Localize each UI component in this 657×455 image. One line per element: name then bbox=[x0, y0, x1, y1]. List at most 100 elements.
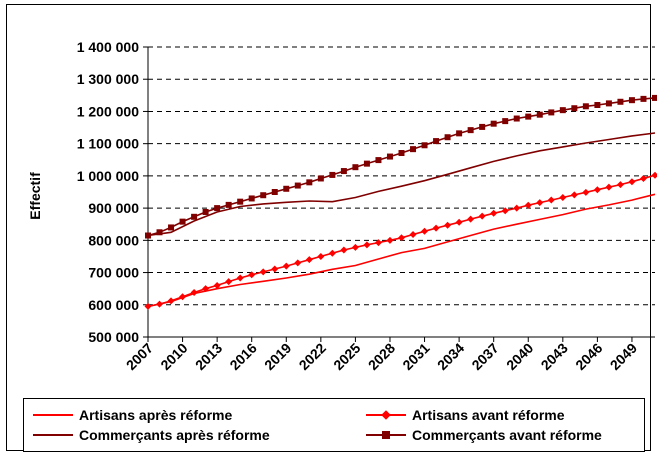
data-point bbox=[191, 213, 198, 220]
legend-label: Artisans après réforme bbox=[79, 407, 233, 423]
data-point bbox=[593, 186, 601, 194]
data-point bbox=[571, 105, 578, 112]
gridlines bbox=[143, 46, 655, 338]
x-tick-label: 2046 bbox=[572, 340, 605, 373]
data-point bbox=[294, 182, 301, 189]
y-tick-label: 1 400 000 bbox=[77, 39, 139, 55]
series-2 bbox=[147, 132, 656, 237]
data-point bbox=[444, 221, 452, 229]
data-point bbox=[605, 183, 613, 191]
data-point bbox=[386, 153, 393, 160]
data-point bbox=[168, 224, 175, 231]
data-point bbox=[259, 268, 267, 276]
data-point bbox=[329, 171, 336, 178]
x-tick-label: 2049 bbox=[607, 340, 640, 373]
data-point bbox=[490, 209, 498, 217]
data-point bbox=[640, 95, 647, 102]
y-tick-label: 1 000 000 bbox=[77, 168, 139, 184]
data-point bbox=[548, 109, 555, 116]
legend-label: Commerçants avant réforme bbox=[412, 427, 602, 443]
series-line bbox=[147, 193, 656, 308]
data-point bbox=[363, 241, 371, 249]
data-point bbox=[594, 102, 601, 108]
data-point bbox=[375, 157, 382, 164]
data-point bbox=[421, 227, 429, 235]
data-point bbox=[363, 160, 370, 167]
x-tick-label: 2013 bbox=[192, 340, 225, 373]
data-point bbox=[513, 115, 520, 122]
y-tick-label: 700 000 bbox=[88, 265, 139, 281]
data-point bbox=[501, 207, 509, 215]
y-tick-label: 800 000 bbox=[88, 232, 139, 248]
data-point bbox=[213, 281, 221, 289]
x-tick-labels: 2007 2010 2013 2016 2019 2022 2025 2028 2031 2034… bbox=[123, 340, 640, 373]
data-point bbox=[639, 174, 647, 182]
x-tick-label: 2043 bbox=[538, 340, 571, 373]
data-point bbox=[282, 262, 290, 270]
data-point bbox=[271, 265, 279, 273]
data-point bbox=[582, 103, 589, 110]
legend-item-artisans-apres: Artisans après réforme bbox=[33, 406, 232, 424]
legend-swatch bbox=[366, 429, 406, 441]
data-point bbox=[456, 130, 463, 137]
series-line bbox=[147, 132, 656, 237]
series-3 bbox=[145, 94, 657, 239]
x-tick-label: 2028 bbox=[365, 340, 398, 373]
y-tick-label: 900 000 bbox=[88, 200, 139, 216]
data-point bbox=[433, 138, 440, 145]
legend-label: Commerçants après réforme bbox=[79, 427, 270, 443]
data-point bbox=[237, 198, 244, 205]
data-point bbox=[502, 118, 509, 125]
data-point bbox=[374, 239, 382, 247]
y-tick-label: 1 200 000 bbox=[77, 103, 139, 119]
data-point bbox=[294, 259, 302, 267]
data-point bbox=[409, 231, 417, 239]
data-point bbox=[652, 94, 657, 101]
legend-swatch bbox=[33, 409, 73, 421]
data-point bbox=[617, 98, 624, 105]
data-point bbox=[179, 293, 187, 301]
series-layer bbox=[144, 94, 657, 310]
legend-swatch bbox=[366, 409, 406, 421]
data-point bbox=[225, 278, 233, 286]
data-point bbox=[305, 256, 313, 264]
x-tick-label: 2040 bbox=[503, 340, 536, 373]
axes bbox=[147, 47, 655, 342]
series-0 bbox=[147, 193, 656, 308]
x-tick-label: 2022 bbox=[296, 340, 329, 373]
x-tick-label: 2025 bbox=[330, 340, 363, 373]
data-point bbox=[524, 201, 532, 209]
data-point bbox=[479, 123, 486, 130]
x-tick-label: 2019 bbox=[261, 340, 294, 373]
data-point bbox=[467, 127, 474, 134]
data-point bbox=[283, 185, 290, 192]
data-point bbox=[536, 111, 543, 118]
y-tick-label: 1 100 000 bbox=[77, 136, 139, 152]
data-point bbox=[271, 189, 278, 195]
data-point bbox=[352, 164, 359, 171]
legend: Artisans après réforme Artisans avant ré… bbox=[23, 398, 645, 452]
x-tick-label: 2037 bbox=[468, 340, 501, 373]
data-point bbox=[616, 181, 624, 189]
data-point bbox=[145, 232, 151, 239]
y-tick-label: 1 300 000 bbox=[77, 71, 139, 87]
data-point bbox=[179, 218, 186, 225]
data-point bbox=[156, 229, 163, 236]
data-point bbox=[628, 178, 636, 186]
data-point bbox=[490, 120, 497, 127]
data-point bbox=[317, 252, 325, 260]
legend-item-commercants-avant: Commerçants avant réforme bbox=[366, 426, 602, 444]
x-tick-label: 2016 bbox=[226, 340, 259, 373]
data-point bbox=[536, 199, 544, 207]
data-point bbox=[478, 212, 486, 220]
data-point bbox=[156, 300, 164, 308]
data-point bbox=[202, 285, 210, 293]
data-point bbox=[340, 246, 348, 254]
data-point bbox=[386, 236, 394, 244]
series-1 bbox=[144, 171, 657, 310]
data-point bbox=[248, 195, 255, 202]
data-point bbox=[351, 243, 359, 251]
y-tick-label: 600 000 bbox=[88, 297, 139, 313]
data-point bbox=[202, 208, 209, 215]
